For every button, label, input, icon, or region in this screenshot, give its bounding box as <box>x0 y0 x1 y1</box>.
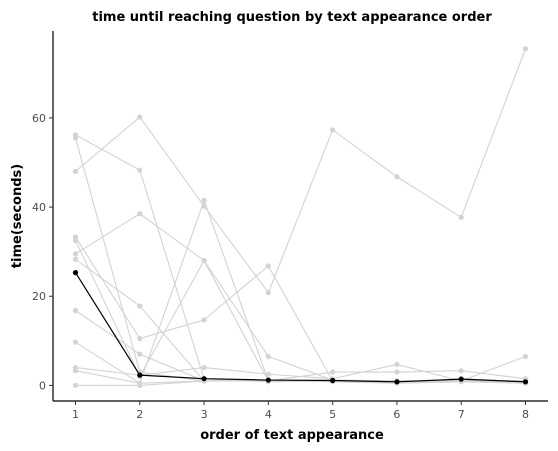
mean-series-point <box>265 377 271 383</box>
series-7-line <box>75 258 526 382</box>
series-9-point <box>72 339 79 345</box>
series-1-point <box>265 290 271 296</box>
series-2-line <box>75 134 526 384</box>
series-11-point <box>394 369 400 375</box>
series-1-line <box>75 48 527 294</box>
series-11-line <box>75 370 526 384</box>
series-11-point <box>458 368 464 374</box>
mean-series-point <box>458 376 464 382</box>
x-axis-label: order of text appearance <box>200 428 384 443</box>
series-12-line <box>75 380 526 386</box>
series-3-point <box>72 135 79 141</box>
x-tick-label: 2 <box>136 408 143 421</box>
series-1-point <box>330 127 336 133</box>
series-4-point <box>265 263 271 269</box>
series-10-point <box>522 353 529 360</box>
series-8-point <box>137 351 143 357</box>
series-1-point <box>72 168 79 175</box>
x-ticks: 1 2 3 4 5 6 7 8 <box>72 401 529 421</box>
x-tick-label: 7 <box>458 408 465 421</box>
mean-series-line <box>74 272 526 383</box>
series-11-point <box>72 368 79 374</box>
y-tick-label: 0 <box>39 379 46 392</box>
series-4-point <box>137 335 143 342</box>
series-11-point <box>330 369 336 375</box>
y-tick-label: 60 <box>32 112 46 125</box>
series-4-point <box>201 317 207 323</box>
mean-series-point <box>522 379 529 385</box>
series-1-point <box>137 114 143 120</box>
series-7-point <box>137 303 143 309</box>
series-10-point <box>265 371 271 377</box>
y-tick-label: 40 <box>32 201 46 214</box>
series-6-point <box>201 257 207 264</box>
y-tick-label: 20 <box>32 290 46 303</box>
series-4-point <box>72 234 79 240</box>
series-layer <box>72 46 529 388</box>
y-axis-label: time(seconds) <box>10 164 25 268</box>
x-tick-label: 8 <box>522 408 529 421</box>
mean-series-point <box>394 379 400 385</box>
series-10-point <box>201 364 207 371</box>
series-1-point <box>394 174 400 180</box>
series-5-point <box>72 237 79 244</box>
mean-series-point <box>201 376 207 382</box>
x-tick-label: 1 <box>72 408 79 421</box>
series-6-point <box>265 353 271 360</box>
series-5-line <box>75 240 526 383</box>
series-1-point <box>458 214 464 220</box>
series-1-point <box>522 46 529 52</box>
x-tick-label: 4 <box>265 408 272 421</box>
series-2-point <box>137 167 143 173</box>
series-3-line <box>74 137 526 384</box>
mean-series-point <box>72 270 79 276</box>
x-tick-label: 5 <box>329 408 336 421</box>
x-tick-label: 6 <box>393 408 400 421</box>
chart-title: time until reaching question by text app… <box>92 10 492 25</box>
series-12-point <box>137 382 143 388</box>
series-7-point <box>72 256 79 262</box>
series-8-point <box>72 307 79 314</box>
x-tick-label: 3 <box>201 408 208 421</box>
mean-series-point <box>137 372 143 378</box>
series-10-point <box>394 361 400 368</box>
y-ticks: 0 20 40 60 <box>32 112 53 392</box>
series-12-point <box>72 382 79 388</box>
mean-layer <box>72 270 529 385</box>
series-9-point <box>201 197 207 203</box>
series-6-point <box>137 211 143 217</box>
series-6-point <box>72 251 79 257</box>
mean-series-point <box>330 377 336 384</box>
